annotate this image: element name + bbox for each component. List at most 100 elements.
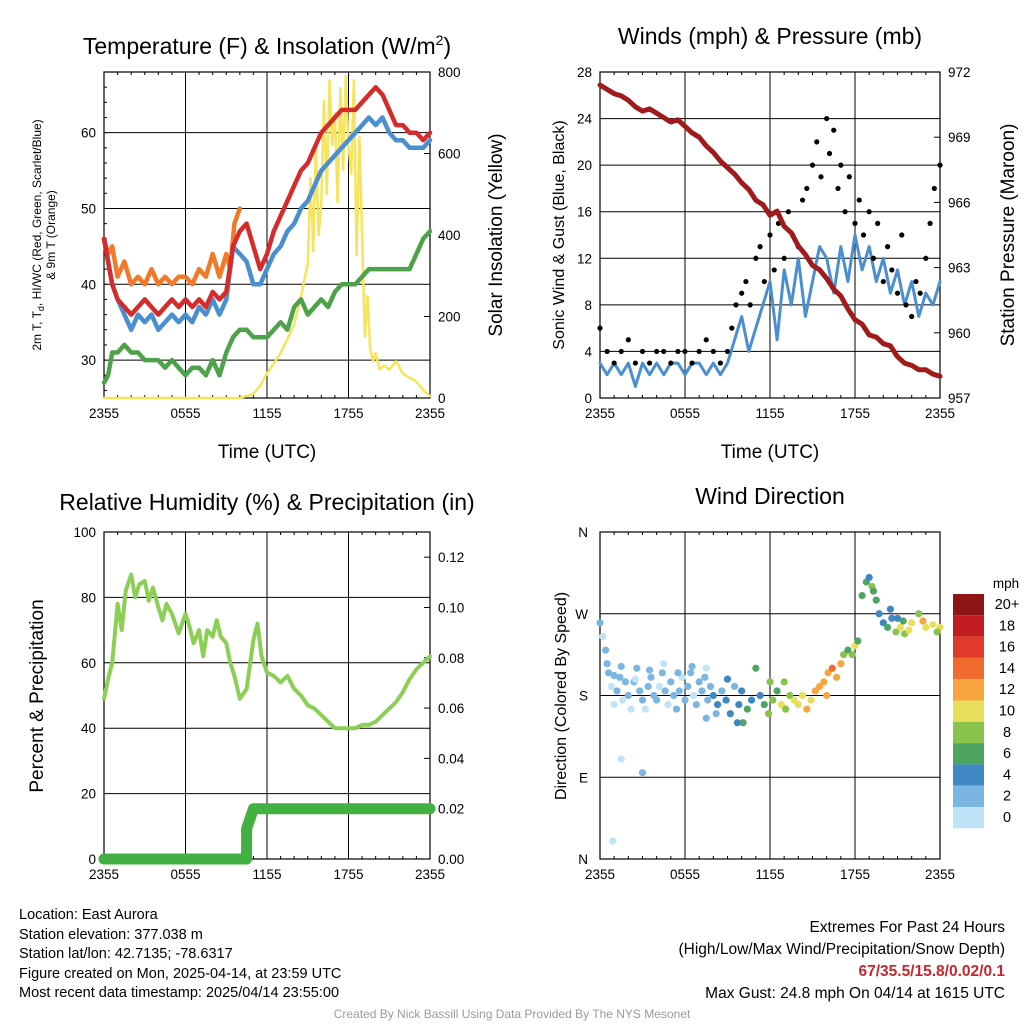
wdir-point xyxy=(820,678,828,686)
temp-xlabel: Time (UTC) xyxy=(218,442,317,463)
rh-y2-tick: 0.02 xyxy=(438,802,464,817)
wdir-point xyxy=(712,710,720,718)
wind-x-tick: 2355 xyxy=(925,406,955,421)
temp-title-close: ) xyxy=(443,33,451,59)
wind-gust-point xyxy=(682,348,688,355)
temp-y2-tick: 600 xyxy=(438,147,461,162)
wind-gust-point xyxy=(604,348,610,355)
wind-gust-point xyxy=(753,255,759,261)
wind-gust-point xyxy=(809,162,816,168)
wdir-point xyxy=(723,675,732,683)
wdir-point xyxy=(872,596,880,604)
temp-y2-tick: 400 xyxy=(438,228,461,243)
wdir-point xyxy=(722,696,730,704)
credit-line: Created By Nick Bassill Using Data Provi… xyxy=(333,1007,691,1021)
wdir-point xyxy=(604,669,613,677)
colorbar-label: 10 xyxy=(999,704,1015,720)
wdir-point xyxy=(702,664,710,672)
wind-gust-point xyxy=(889,267,895,273)
wdir-point xyxy=(664,700,672,709)
station-info: Location: East Aurora Station elevation:… xyxy=(19,906,341,1004)
wdir-point xyxy=(610,671,618,680)
wdir-point xyxy=(667,678,675,686)
temp-ylabel-sub: d xyxy=(36,306,46,311)
wdir-point xyxy=(645,666,654,674)
wind-gust-point xyxy=(826,150,833,157)
wind-y2-tick: 966 xyxy=(948,195,971,210)
colorbar-swatch xyxy=(953,679,984,701)
wdir-point xyxy=(886,605,895,613)
wdir-point xyxy=(896,623,904,631)
wdir-x-tick: 1755 xyxy=(840,867,870,882)
wind-gust-point xyxy=(668,360,674,366)
wind-gust-point xyxy=(646,360,653,366)
wind-gust-point xyxy=(923,255,929,261)
temp-ylabel: 2m T, Td, HI/WC (Red, Green, Scarlet/Blu… xyxy=(30,119,58,350)
wind-y-tick: 16 xyxy=(577,205,592,220)
wind-gust-point xyxy=(903,302,909,308)
max-gust: Max Gust: 24.8 mph On 04/14 at 1615 UTC xyxy=(705,985,1005,1002)
wdir-x-tick: 2355 xyxy=(585,867,615,882)
temp-y2label: Solar Insolation (Yellow) xyxy=(486,133,507,336)
temp-y-tick: 40 xyxy=(81,277,96,292)
wind-gust-point xyxy=(632,360,639,366)
wdir-point xyxy=(764,710,773,718)
wind-gust-point xyxy=(875,220,881,226)
colorbar-label: 18 xyxy=(999,618,1015,634)
rh-x-tick: 1155 xyxy=(252,867,281,882)
rh-y-tick: 40 xyxy=(81,721,96,736)
wind-gust-point xyxy=(884,244,891,250)
wdir-point xyxy=(613,687,621,695)
wind-y2-tick: 957 xyxy=(948,391,971,406)
wdir-point xyxy=(922,623,930,631)
rh-series-humidity xyxy=(102,572,432,731)
rh-y-tick: 80 xyxy=(81,590,96,605)
temp-series-windchill xyxy=(101,115,433,333)
wdir-y-tick: S xyxy=(579,689,588,704)
wind-gust-point xyxy=(785,209,792,215)
rh-y2-tick: 0.00 xyxy=(438,852,464,867)
wdir-point xyxy=(621,678,630,686)
wdir-point xyxy=(933,628,941,636)
wind-ylabel: Sonic Wind & Gust (Blue, Black) xyxy=(551,120,568,349)
wind-gust-point xyxy=(909,313,915,320)
wdir-x-tick: 2355 xyxy=(925,867,955,882)
rh-y2-tick: 0.08 xyxy=(438,651,464,666)
wdir-point xyxy=(899,617,907,625)
wdir-point xyxy=(915,610,923,618)
wdir-point xyxy=(756,691,764,700)
wind-y2-tick: 963 xyxy=(948,261,971,276)
wind-x-tick: 1755 xyxy=(840,406,870,421)
wind-y2-tick: 960 xyxy=(948,326,971,341)
wdir-point xyxy=(738,687,746,695)
temp-series-insolation xyxy=(102,74,432,400)
temp-chart: 2355 0555 1155 1755 235530405060020040060080… xyxy=(30,32,507,463)
wdir-point xyxy=(786,691,794,700)
wind-gust-point xyxy=(838,162,844,168)
wind-gust-point xyxy=(743,278,749,285)
temp-x-tick: 0555 xyxy=(170,406,200,421)
temp-ylabel-part: 2m T, T xyxy=(30,310,44,350)
wdir-point xyxy=(692,700,700,709)
wdir-point xyxy=(781,705,790,713)
temp-x-tick: 1155 xyxy=(252,406,281,421)
wdir-point xyxy=(702,714,710,722)
wdir-point xyxy=(879,619,887,627)
wdir-point xyxy=(653,696,661,704)
temp-series-temperature xyxy=(101,84,433,317)
wdir-point xyxy=(733,719,742,727)
rh-y2-tick: 0.04 xyxy=(438,751,465,766)
wind-gust-point xyxy=(856,197,862,203)
figure-created: Figure created on Mon, 2025-04-14, at 23… xyxy=(19,965,342,982)
temp-series-temp_9m xyxy=(101,206,243,287)
wdir-point xyxy=(619,696,627,704)
rh-x-tick: 1755 xyxy=(333,867,363,882)
wdir-point xyxy=(832,673,841,681)
wind-gust-point xyxy=(781,255,787,261)
colorbar-swatch xyxy=(953,785,984,807)
wdir-point xyxy=(905,626,913,634)
wind-y2-tick: 972 xyxy=(948,65,971,80)
wdir-point xyxy=(661,687,669,695)
wdir-point xyxy=(752,664,760,672)
